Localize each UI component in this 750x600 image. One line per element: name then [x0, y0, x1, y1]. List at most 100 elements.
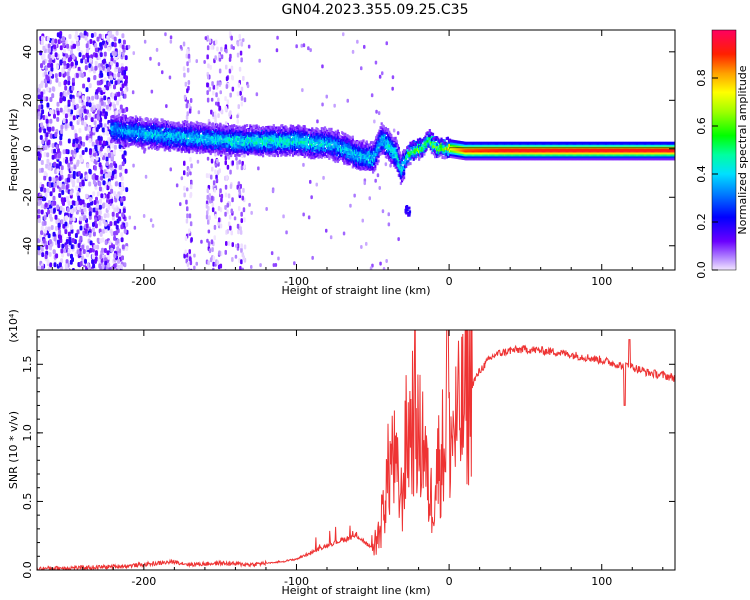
spectrogram-cell — [118, 96, 122, 102]
spectrogram-cell — [62, 149, 66, 155]
spectrogram-cell — [117, 138, 120, 142]
spectrogram-cell — [117, 72, 121, 78]
spectrogram-cell — [65, 53, 69, 59]
spectrogram-cell — [240, 165, 244, 171]
spectrogram-cell — [110, 175, 114, 181]
spectrogram-cell — [92, 127, 96, 133]
spectrogram-cell — [121, 33, 125, 39]
spectrogram-cell — [100, 193, 104, 199]
spectrogram-cell — [229, 110, 232, 116]
spectrogram-cell — [91, 156, 94, 162]
spectrogram-cell — [74, 34, 78, 40]
spectrogram-cell — [92, 263, 96, 269]
spectrogram-cell — [184, 81, 188, 87]
spectrogram-cell — [45, 163, 49, 169]
spectrogram-cell — [115, 110, 119, 116]
spectrogram-cell — [179, 45, 183, 49]
spectrogram-cell — [242, 255, 245, 261]
spectrogram-cell — [104, 228, 108, 233]
spectrogram-cell — [107, 152, 111, 158]
spectrogram-cell — [102, 40, 105, 46]
spectrogram-cell — [42, 96, 46, 102]
spectrogram-cell — [45, 74, 49, 80]
spectrogram-cell — [64, 263, 68, 269]
spectrogram-cell — [330, 127, 333, 131]
spectrogram-cell — [104, 260, 108, 266]
spectrogram-cell — [206, 156, 210, 161]
spectrogram-cell — [206, 238, 209, 243]
spectrogram-cell — [239, 265, 242, 270]
spectrogram-cell — [70, 61, 74, 67]
spectrogram-cell — [88, 214, 92, 220]
spectrogram-cell — [73, 164, 77, 170]
spectrogram-cell — [196, 159, 200, 164]
spectrogram-cell — [209, 257, 213, 263]
spectrogram-cell — [44, 202, 48, 208]
spectrogram-cell — [96, 237, 100, 243]
spectrogram-cell — [74, 233, 78, 238]
spectrogram-cell — [208, 197, 211, 202]
spectrogram-cell — [217, 101, 220, 107]
spectrogram-cell — [80, 107, 84, 113]
spectrogram-cell — [238, 190, 242, 196]
spectrogram-cell — [163, 137, 166, 141]
spectrogram-cell — [85, 174, 89, 180]
spectrogram-cell — [236, 119, 239, 124]
spectrogram-cell — [120, 197, 124, 203]
spectrogram-cell — [55, 144, 59, 150]
spectrogram-cell — [228, 214, 232, 220]
spectrogram-cell — [92, 148, 96, 154]
spectrogram-cell — [105, 104, 109, 110]
spectrogram-cell — [333, 103, 336, 108]
spectrogram-cell — [186, 187, 189, 192]
spectrogram-cell — [111, 92, 115, 98]
spectrogram-cell — [52, 208, 56, 213]
spectrogram-cell — [236, 52, 240, 58]
spectrogram-cell — [62, 96, 66, 101]
spectrogram-cell — [128, 123, 131, 127]
spectrogram-cell — [190, 163, 193, 169]
spectrogram-cell — [46, 102, 50, 108]
spectrogram-cell — [45, 244, 49, 250]
spectrogram-cell — [81, 150, 85, 155]
spectrogram-cell — [49, 216, 53, 222]
spectrogram-cell — [121, 244, 125, 250]
spectrogram-cell — [75, 103, 79, 109]
spectrogram-cell — [70, 244, 74, 250]
spectrogram-cell — [53, 113, 56, 119]
spectrogram-cell — [215, 39, 218, 45]
spectrogram-cell — [114, 116, 117, 120]
spectrogram-cell — [224, 249, 227, 255]
spectrogram-cell — [50, 182, 54, 188]
spectrogram-cell — [62, 109, 66, 115]
spectrogram-cell — [78, 128, 82, 133]
spectrogram-cell — [99, 152, 103, 158]
spectrogram-cell — [111, 34, 115, 40]
spectrogram-cell — [100, 169, 104, 175]
spectrogram-cell — [75, 138, 79, 144]
spectrogram-cell — [210, 239, 214, 245]
spectrogram-cell — [293, 261, 296, 266]
spectrogram-cell — [88, 83, 92, 89]
spectrogram-cell — [214, 214, 217, 219]
spectrogram-cell — [94, 65, 98, 71]
spectrogram-cell — [59, 92, 63, 97]
spectrogram-cell — [117, 117, 120, 120]
spectrogram-cell — [70, 209, 74, 214]
spectrogram-cell — [70, 149, 74, 155]
spectrogram-cell — [117, 140, 120, 144]
spectrogram-cell — [187, 53, 191, 59]
spectrogram-cell — [234, 254, 238, 259]
spectrogram-cell — [128, 132, 131, 136]
spectrogram-cell — [183, 185, 186, 191]
spectrogram-cell — [70, 49, 73, 55]
spectrogram-cell — [84, 147, 88, 153]
spectrogram-cell — [60, 219, 64, 225]
spectrogram-cell — [47, 226, 51, 232]
spectrogram-cell — [103, 248, 107, 253]
spectrogram-cell — [154, 117, 157, 121]
spectrogram-cell — [215, 178, 219, 184]
spectrogram-cell — [161, 70, 164, 75]
spectrogram-cell — [74, 133, 78, 139]
spectrogram-cell — [211, 166, 214, 172]
